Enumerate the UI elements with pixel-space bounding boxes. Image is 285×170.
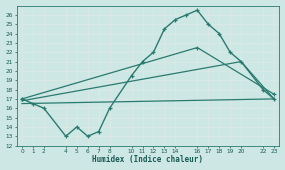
X-axis label: Humidex (Indice chaleur): Humidex (Indice chaleur) [93, 155, 203, 164]
